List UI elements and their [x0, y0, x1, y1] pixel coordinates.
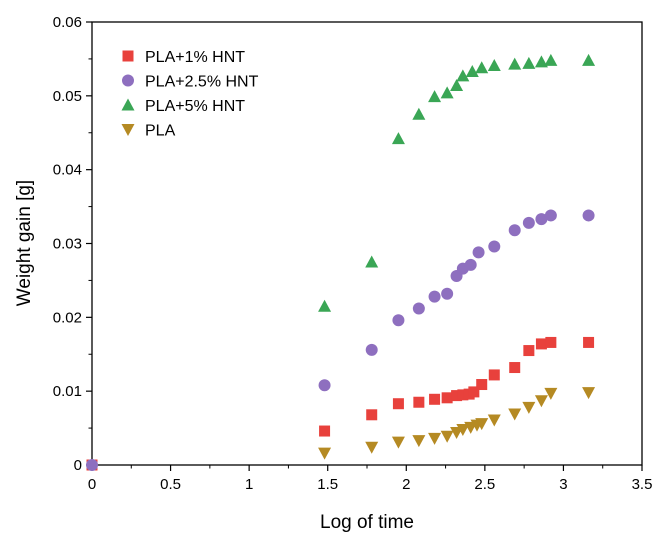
legend-marker: [122, 74, 134, 87]
data-point: [318, 447, 332, 460]
legend-marker: [121, 124, 135, 136]
data-point: [365, 343, 378, 356]
data-point: [487, 59, 501, 72]
data-point: [86, 459, 98, 471]
y-axis-title: Weight gain [g]: [14, 180, 35, 306]
legend-label: PLA+1% HNT: [145, 49, 245, 66]
data-point: [508, 57, 522, 70]
legend-marker: [122, 50, 134, 62]
data-point: [365, 255, 379, 268]
data-point: [413, 396, 425, 408]
series-group: [318, 387, 596, 460]
series-group: [86, 336, 595, 471]
data-point: [488, 240, 501, 253]
data-point: [522, 401, 536, 414]
data-point: [583, 336, 595, 348]
x-tick-label: 1.5: [317, 476, 338, 493]
data-point: [319, 425, 331, 437]
data-point: [392, 314, 405, 327]
data-point: [391, 436, 405, 449]
data-point: [488, 369, 500, 381]
data-point: [523, 345, 535, 357]
y-tick-label: 0.01: [53, 383, 82, 400]
data-point: [476, 379, 488, 391]
data-point: [534, 55, 548, 68]
x-axis-title: Log of time: [320, 512, 414, 533]
x-tick-label: 1: [245, 476, 253, 493]
data-point: [522, 216, 535, 229]
data-point: [475, 61, 489, 74]
data-point: [412, 302, 425, 315]
data-point: [582, 53, 596, 66]
data-point: [428, 290, 441, 303]
series-group: [318, 53, 596, 312]
y-tick-label: 0.03: [53, 236, 82, 253]
data-point: [412, 107, 426, 120]
legend-label: PLA+5% HNT: [145, 98, 245, 115]
data-point: [508, 408, 522, 421]
data-point: [456, 69, 470, 82]
data-point: [544, 53, 558, 66]
data-point: [465, 64, 479, 77]
data-point: [534, 395, 548, 408]
data-point: [365, 441, 379, 454]
data-point: [535, 213, 548, 226]
data-point: [412, 435, 426, 448]
y-tick-label: 0.02: [53, 309, 82, 326]
data-point: [509, 362, 521, 374]
data-point: [441, 287, 454, 300]
axis-ticks: 0 0.5 1 1.5 2 2.5 3 3.5 0 0.01 0.02 0.03 0.04 0.05 0.0…: [53, 14, 653, 493]
x-tick-label: 3: [559, 476, 567, 493]
data-point: [456, 424, 470, 437]
data-point: [535, 338, 547, 350]
legend-marker: [121, 98, 135, 111]
data-point: [522, 56, 536, 69]
legend: PLA+1% HNT PLA+2.5% HNT PLA+5% HNT PLA: [121, 49, 259, 140]
data-point: [582, 209, 595, 222]
data-point: [475, 418, 489, 431]
data-point: [451, 390, 463, 402]
y-tick-label: 0.04: [53, 162, 82, 179]
legend-label: PLA: [145, 123, 176, 140]
data-point: [440, 430, 454, 443]
data-points: [86, 53, 596, 471]
x-tick-label: 3.5: [632, 476, 653, 493]
data-point: [428, 90, 442, 103]
data-point: [508, 224, 521, 237]
data-point: [582, 387, 596, 400]
data-point: [450, 78, 464, 91]
data-point: [468, 386, 480, 398]
data-point: [391, 132, 405, 145]
data-point: [428, 432, 442, 445]
legend-label: PLA+2.5% HNT: [145, 74, 259, 91]
data-point: [464, 258, 477, 271]
data-point: [487, 414, 501, 427]
data-point: [440, 86, 454, 99]
data-point: [318, 379, 331, 392]
x-tick-label: 0.5: [160, 476, 181, 493]
data-point: [544, 209, 557, 222]
series-group: [86, 209, 595, 471]
data-point: [545, 336, 557, 348]
data-point: [544, 387, 558, 400]
data-point: [429, 393, 441, 405]
data-point: [392, 398, 404, 410]
x-tick-label: 2.5: [474, 476, 495, 493]
x-tick-label: 0: [88, 476, 96, 493]
data-point: [366, 409, 378, 421]
x-tick-label: 2: [402, 476, 410, 493]
y-tick-label: 0.05: [53, 88, 82, 105]
y-tick-label: 0: [74, 457, 82, 474]
data-point: [318, 299, 332, 312]
y-tick-label: 0.06: [53, 14, 82, 31]
data-point: [457, 389, 469, 401]
data-point: [441, 392, 453, 404]
data-point: [472, 246, 485, 259]
